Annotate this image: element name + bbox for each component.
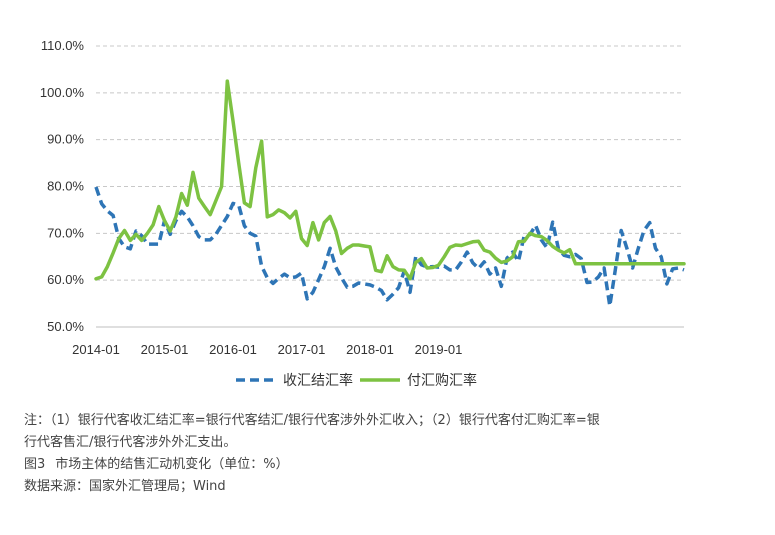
x-tick-label: 2014-01 <box>72 342 120 357</box>
legend: 收汇结汇率 付汇购汇率 <box>236 372 477 389</box>
figure-caption: 图3 市场主体的结售汇动机变化（单位：%） <box>24 454 764 476</box>
x-tick-label: 2018-01 <box>346 342 394 357</box>
x-axis-ticks: 2014-01 2015-01 2016-01 2017-01 2018-01 2019-… <box>72 342 462 357</box>
y-tick-label: 70.0% <box>47 225 84 240</box>
figure-title: 市场主体的结售汇动机变化（单位：%） <box>55 457 289 472</box>
y-tick-label: 50.0% <box>47 319 84 334</box>
y-tick-label: 80.0% <box>47 179 84 194</box>
figure-number: 图3 <box>24 457 46 472</box>
series-lines <box>94 79 686 308</box>
figure-notes: 注：（1）银行代客收汇结汇率=银行代客结汇/银行代客涉外外汇收入；（2）银行代客… <box>24 410 764 498</box>
gridlines <box>96 45 684 328</box>
x-tick-label: 2017-01 <box>278 342 326 357</box>
x-tick-label: 2019-01 <box>415 342 463 357</box>
y-tick-label: 60.0% <box>47 272 84 287</box>
legend-label: 付汇购汇率 <box>407 372 477 389</box>
y-tick-label: 90.0% <box>47 132 84 147</box>
x-tick-label: 2015-01 <box>141 342 189 357</box>
line-chart: 50.0% 60.0% 70.0% 80.0% 90.0% 100.0% 110.0% 20… <box>40 38 686 389</box>
x-tick-label: 2016-01 <box>209 342 257 357</box>
data-source: 数据来源：国家外汇管理局；Wind <box>24 479 226 494</box>
note-line-1: 注：（1）银行代客收汇结汇率=银行代客结汇/银行代客涉外外汇收入；（2）银行代客… <box>24 413 600 428</box>
series-line-2 <box>94 79 686 281</box>
y-tick-label: 110.0% <box>41 38 85 53</box>
series-line-1 <box>94 186 685 308</box>
legend-label: 收汇结汇率 <box>283 372 353 389</box>
note-line-2: 行代客售汇/银行代客涉外外汇支出。 <box>24 435 237 450</box>
y-axis-ticks: 50.0% 60.0% 70.0% 80.0% 90.0% 100.0% 110.0% <box>40 38 85 334</box>
y-tick-label: 100.0% <box>40 85 85 100</box>
